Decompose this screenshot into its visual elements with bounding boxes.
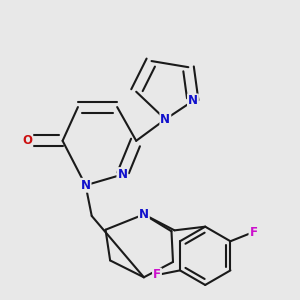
Text: N: N — [160, 113, 170, 126]
Text: F: F — [153, 268, 161, 281]
Text: N: N — [188, 94, 198, 107]
Text: O: O — [22, 134, 32, 147]
Text: N: N — [117, 168, 128, 181]
Text: F: F — [249, 226, 257, 238]
Text: N: N — [139, 208, 149, 221]
Text: N: N — [81, 179, 91, 192]
